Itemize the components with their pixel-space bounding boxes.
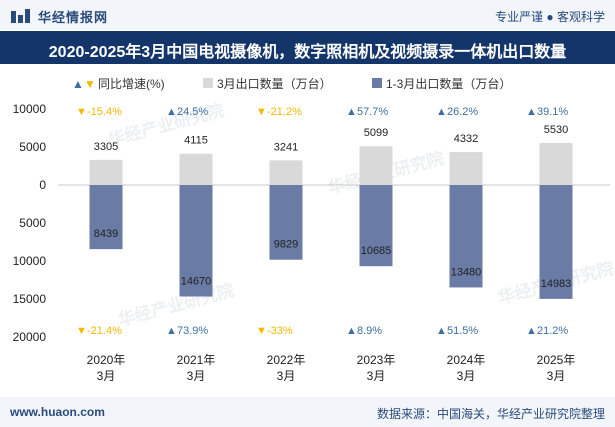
bar-march bbox=[539, 142, 573, 185]
growth-up-icon: ▲ bbox=[346, 325, 357, 337]
growth-cumulative-label: -33% bbox=[267, 325, 293, 337]
bar-march-label: 3305 bbox=[94, 141, 118, 153]
growth-cumulative-label: 73.9% bbox=[177, 325, 208, 337]
bar-march-label: 4332 bbox=[454, 133, 478, 145]
y-tick-label: 10000 bbox=[13, 102, 47, 116]
growth-down-icon: ▼ bbox=[76, 106, 87, 118]
x-tick-label: 2022年 3月 bbox=[267, 353, 306, 383]
x-tick-label: 2021年 3月 bbox=[177, 353, 216, 383]
growth-up-icon: ▲ bbox=[526, 106, 537, 118]
bar-march bbox=[179, 153, 213, 185]
brand: 华经情报网 bbox=[10, 7, 108, 26]
y-tick-label: 5000 bbox=[19, 140, 46, 154]
x-tick-label: 2025年 3月 bbox=[537, 353, 576, 383]
tagline: 专业严谨 ● 客观科学 bbox=[495, 10, 605, 24]
bar-march bbox=[449, 152, 483, 185]
bar-march bbox=[269, 160, 303, 185]
growth-cumulative-label: 21.2% bbox=[537, 325, 568, 337]
title-band: 2020-2025年3月中国电视摄像机，数字照相机及视频摄录一体机出口数量 bbox=[0, 31, 615, 64]
legend-cumulative-label: 1-3月出口数量（万台） bbox=[386, 76, 511, 91]
legend-cumulative-swatch bbox=[372, 78, 382, 88]
bar-march-label: 3241 bbox=[274, 141, 298, 153]
y-tick-label: 15000 bbox=[13, 292, 47, 306]
legend-march-swatch bbox=[203, 78, 213, 88]
growth-up-icon: ▲ bbox=[436, 106, 447, 118]
growth-march-label: 57.7% bbox=[357, 106, 388, 118]
growth-cumulative-label: -21.4% bbox=[87, 325, 122, 337]
bar-cumulative bbox=[359, 185, 393, 267]
bar-cumulative bbox=[89, 185, 123, 250]
legend-up-icon: ▲ bbox=[72, 77, 84, 91]
y-tick-label: 10000 bbox=[13, 254, 47, 268]
y-tick-label: 5000 bbox=[19, 216, 46, 230]
y-tick-label: 20000 bbox=[13, 330, 47, 344]
growth-up-icon: ▲ bbox=[346, 106, 357, 118]
bar-cumulative-label: 10685 bbox=[361, 245, 392, 257]
growth-up-icon: ▲ bbox=[166, 325, 177, 337]
bar-cumulative bbox=[269, 185, 303, 260]
chart: 华经产业研究院华经产业研究院华经产业研究院华经产业研究院▲▼同比增速(%)3月出… bbox=[13, 76, 615, 383]
legend-down-icon: ▼ bbox=[84, 77, 96, 91]
bar-march-label: 5530 bbox=[544, 124, 568, 136]
y-tick-label: 0 bbox=[39, 178, 46, 192]
bar-march bbox=[89, 159, 123, 185]
growth-cumulative-label: 8.9% bbox=[357, 325, 382, 337]
growth-march-label: 26.2% bbox=[447, 106, 478, 118]
data-source: 数据来源：中国海关，华经产业研究院整理 bbox=[376, 407, 605, 421]
footer: www.huaon.com 数据来源：中国海关，华经产业研究院整理 bbox=[0, 397, 615, 427]
x-tick-label: 2024年 3月 bbox=[447, 353, 486, 383]
legend-march-label: 3月出口数量（万台） bbox=[217, 76, 332, 91]
bar-march bbox=[359, 146, 393, 185]
growth-up-icon: ▲ bbox=[436, 325, 447, 337]
bar-march-label: 5099 bbox=[364, 127, 388, 139]
x-tick-label: 2023年 3月 bbox=[357, 353, 396, 383]
growth-march-label: -15.4% bbox=[87, 106, 122, 118]
growth-down-icon: ▼ bbox=[256, 325, 267, 337]
growth-up-icon: ▲ bbox=[166, 106, 177, 118]
growth-up-icon: ▲ bbox=[526, 325, 537, 337]
bar-cumulative-label: 14983 bbox=[541, 278, 572, 290]
footer-site: www.huaon.com bbox=[10, 405, 105, 419]
bar-cumulative-label: 8439 bbox=[94, 228, 118, 240]
bar-cumulative bbox=[179, 185, 213, 297]
growth-march-label: 39.1% bbox=[537, 106, 568, 118]
bar-cumulative-label: 14670 bbox=[181, 275, 212, 287]
brand-logo-icon bbox=[11, 8, 30, 23]
bar-cumulative-label: 13480 bbox=[451, 266, 482, 278]
bar-cumulative bbox=[539, 185, 573, 299]
x-tick-label: 2020年 3月 bbox=[87, 353, 126, 383]
growth-down-icon: ▼ bbox=[76, 325, 87, 337]
chart-title: 2020-2025年3月中国电视摄像机，数字照相机及视频摄录一体机出口数量 bbox=[48, 44, 567, 61]
bar-march-label: 4115 bbox=[184, 135, 208, 147]
legend-growth-label: 同比增速(%) bbox=[98, 77, 165, 91]
growth-march-label: -21.2% bbox=[267, 106, 302, 118]
top-bar: 华经情报网 专业严谨 ● 客观科学 bbox=[0, 0, 615, 30]
watermark-3: 华经产业研究院 bbox=[116, 280, 236, 330]
growth-march-label: 24.5% bbox=[177, 106, 208, 118]
growth-cumulative-label: 51.5% bbox=[447, 325, 478, 337]
bar-cumulative bbox=[449, 185, 483, 288]
bar-cumulative-label: 9829 bbox=[274, 239, 298, 251]
brand-name: 华经情报网 bbox=[38, 10, 109, 25]
growth-down-icon: ▼ bbox=[256, 106, 267, 118]
